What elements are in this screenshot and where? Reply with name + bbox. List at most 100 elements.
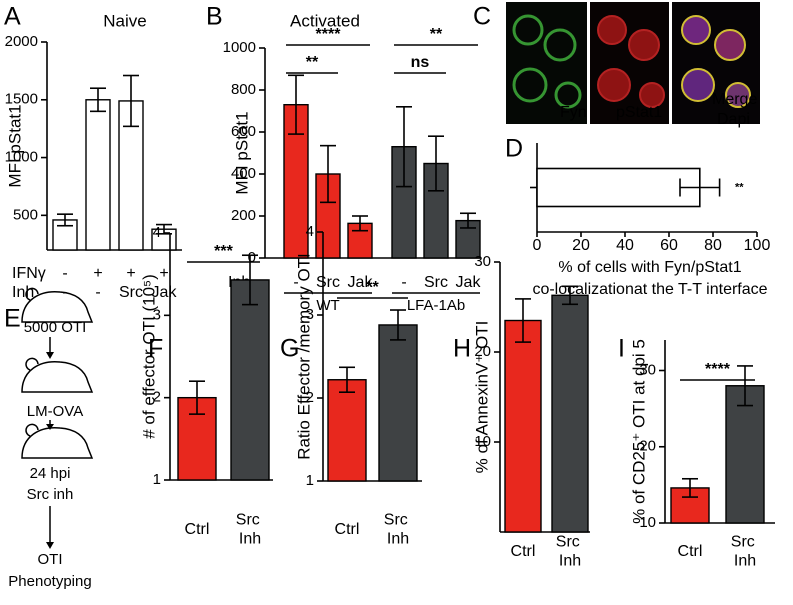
merge-cells	[681, 15, 751, 108]
y-tick-label: 2000	[5, 33, 38, 50]
y-tick-label: 1	[153, 471, 161, 488]
panel-label: C	[473, 3, 491, 31]
significance-label: ns	[411, 54, 430, 71]
panel-label: D	[505, 135, 523, 163]
x-tick-label-line: Src	[384, 512, 412, 529]
x-tick-label: Src	[316, 274, 340, 291]
y-tick-label: 20	[474, 343, 491, 360]
annotation: **	[735, 181, 744, 193]
y-tick-label: 1000	[223, 39, 256, 56]
error-bar	[242, 254, 258, 306]
x-tick-label-line: Inh	[239, 531, 261, 548]
y-tick-label: 0	[248, 249, 256, 266]
y-tick-label: 1000	[5, 149, 38, 166]
y-tick-label: 1	[306, 472, 314, 489]
y-tick-label: 1500	[5, 91, 38, 108]
row-value: -	[62, 265, 67, 282]
bar	[378, 324, 418, 482]
y-tick-label: 800	[231, 81, 256, 98]
y-tick-label: 500	[13, 206, 38, 223]
bar	[85, 99, 111, 251]
group-label: WT	[316, 297, 339, 314]
y-axis-label: MFI pStat1	[232, 111, 251, 194]
workflow-step: LM-OVA	[27, 403, 83, 420]
y-tick-label: 2	[306, 389, 314, 406]
x-tick-label: Src Inh	[556, 534, 584, 570]
fyn-cells	[512, 14, 582, 109]
image-label: Merge	[712, 91, 757, 108]
significance-label: **	[430, 26, 443, 43]
significance-label: ****	[316, 26, 342, 43]
x-tick-label: 0	[533, 237, 542, 254]
error-bar	[123, 74, 139, 128]
x-tick-label: Src Inh	[731, 534, 759, 570]
workflow-step: OTI	[38, 551, 63, 568]
x-tick-label: 100	[744, 237, 771, 254]
error-bar	[682, 477, 698, 498]
significance-label: ***	[214, 243, 233, 260]
error-bar	[679, 178, 721, 197]
x-tick-label-line: Inh	[559, 553, 581, 570]
x-axis-label: % of cells with Fyn/pStat1	[558, 259, 741, 276]
y-tick-label: 400	[231, 165, 256, 182]
x-tick-label: Ctrl	[335, 521, 360, 538]
y-tick-label: 3	[306, 306, 314, 323]
x-tick-label: Ctrl	[185, 521, 210, 538]
error-bar	[390, 309, 406, 341]
x-tick-label: 80	[704, 237, 722, 254]
error-bar	[428, 135, 444, 192]
error-bar	[288, 74, 304, 135]
image-fyn	[506, 2, 587, 124]
bar	[230, 279, 270, 481]
x-tick-label: Ctrl	[511, 543, 536, 560]
panel-label: H	[453, 335, 471, 363]
y-tick-label: 30	[474, 253, 491, 270]
group-label: LFA-1Ab	[407, 297, 465, 314]
significance-label: ****	[705, 361, 731, 378]
y-tick-label: 10	[639, 514, 656, 531]
error-bar	[352, 215, 368, 232]
chart-title: Activated	[290, 11, 360, 30]
y-tick-label: 200	[231, 207, 256, 224]
x-tick-label: Src Inh	[236, 512, 264, 548]
bar	[725, 385, 765, 524]
row-value: Src	[119, 284, 143, 301]
panel-label: I	[618, 335, 625, 363]
significance-label: **	[306, 54, 319, 71]
panel-label: A	[4, 3, 21, 31]
y-axis-label: Ratio Effector /memory OTI	[294, 253, 313, 460]
row-value: Jak	[152, 284, 178, 301]
error-bar	[90, 87, 106, 113]
x-tick-label-line: Inh	[387, 531, 409, 548]
y-tick-label: 30	[639, 361, 656, 378]
error-bar	[515, 298, 531, 343]
y-axis-label: # of effector OTI (10⁵)	[139, 274, 158, 439]
x-tick-label: Jak	[348, 274, 374, 291]
row-label: Inh	[12, 284, 34, 301]
error-bar	[562, 285, 578, 306]
row-value: +	[93, 265, 102, 282]
bar	[536, 167, 701, 208]
workflow-diagram	[21, 287, 94, 546]
y-tick-label: 3	[153, 306, 161, 323]
x-tick-label: Src	[424, 274, 448, 291]
image-label: Dapi	[717, 111, 750, 128]
row-value: +	[126, 265, 135, 282]
bar	[327, 379, 367, 482]
x-tick-label-line: Inh	[734, 553, 756, 570]
x-tick-label: -	[293, 274, 298, 291]
y-axis-label: MFI pStat1	[5, 104, 24, 187]
error-bar	[460, 212, 476, 229]
micrographs	[506, 2, 760, 124]
row-value: +	[159, 265, 168, 282]
workflow-step: Phenotyping	[8, 573, 91, 590]
x-tick-label: -	[401, 274, 406, 291]
x-tick-label: Jak	[456, 274, 482, 291]
error-bar	[189, 380, 205, 415]
panel-label: G	[280, 335, 299, 363]
y-tick-label: 4	[306, 223, 314, 240]
bar	[504, 319, 542, 533]
row-value: -	[62, 284, 67, 301]
x-tick-label: Ctrl	[678, 543, 703, 560]
